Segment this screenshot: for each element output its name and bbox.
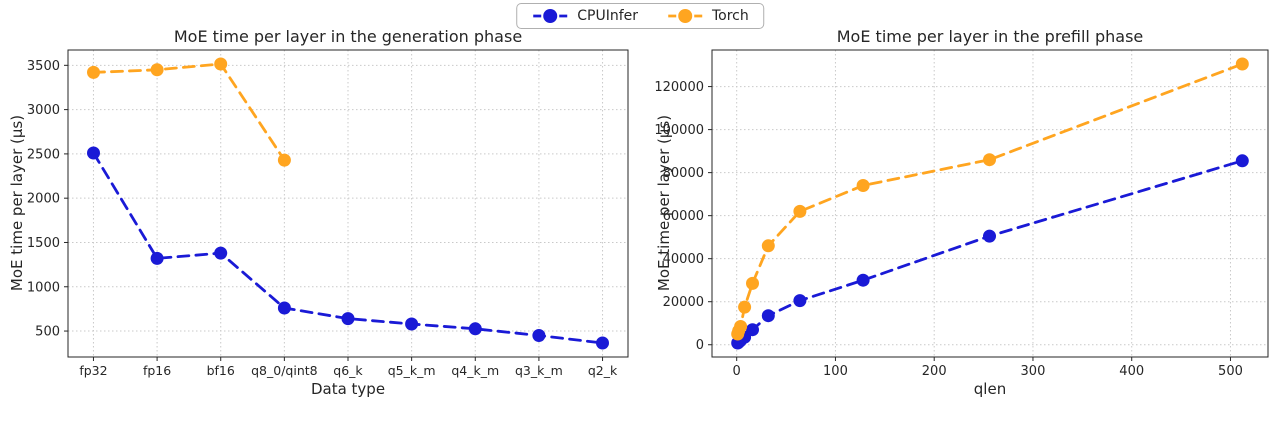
prefill-chart-plot: 0 100 200 300 400 500 0 20000 40000 60000 80000 100… xyxy=(654,49,1269,379)
svg-text:300: 300 xyxy=(1021,364,1046,379)
svg-text:500: 500 xyxy=(35,325,60,340)
svg-text:3000: 3000 xyxy=(27,103,60,118)
generation-chart-title: MoE time per layer in the generation pha… xyxy=(173,27,523,46)
svg-text:60000: 60000 xyxy=(663,209,704,224)
svg-text:q8_0/qint8: q8_0/qint8 xyxy=(251,363,318,378)
svg-text:q5_k_m: q5_k_m xyxy=(388,363,436,378)
svg-text:q2_k: q2_k xyxy=(588,363,618,378)
svg-text:fp16: fp16 xyxy=(143,363,171,378)
prefill-chart: 0 100 200 300 400 500 0 20000 40000 60000 80000 100… xyxy=(650,0,1280,426)
prefill-chart-title: MoE time per layer in the prefill phase xyxy=(836,27,1144,46)
svg-text:500: 500 xyxy=(1218,364,1243,379)
svg-text:400: 400 xyxy=(1119,364,1144,379)
svg-text:200: 200 xyxy=(922,364,947,379)
svg-text:3500: 3500 xyxy=(27,59,60,74)
legend-label-torch: Torch xyxy=(712,8,749,24)
generation-y-axis-label: MoE time per layer (µs) xyxy=(8,114,26,292)
svg-text:20000: 20000 xyxy=(663,295,704,310)
svg-text:0: 0 xyxy=(696,338,704,353)
svg-text:fp32: fp32 xyxy=(79,363,107,378)
torch-line-marker-icon xyxy=(668,9,702,23)
svg-text:q3_k_m: q3_k_m xyxy=(515,363,563,378)
svg-text:120000: 120000 xyxy=(654,80,704,95)
svg-text:2000: 2000 xyxy=(27,192,60,207)
legend: CPUInfer Torch xyxy=(516,3,764,29)
svg-text:40000: 40000 xyxy=(663,252,704,267)
svg-text:2500: 2500 xyxy=(27,147,60,162)
svg-text:1500: 1500 xyxy=(27,236,60,251)
svg-text:q6_k: q6_k xyxy=(333,363,363,378)
legend-item-torch: Torch xyxy=(666,8,749,24)
svg-text:100: 100 xyxy=(823,364,848,379)
prefill-y-axis-label: MoE time per layer (µs) xyxy=(655,114,673,292)
svg-text:bf16: bf16 xyxy=(207,363,235,378)
generation-chart: fp32 fp16 bf16 q8_0/qint8 q6_k q5_k_m q4_k_m q3… xyxy=(8,27,629,398)
generation-chart-plot: fp32 fp16 bf16 q8_0/qint8 q6_k q5_k_m q4_k_m q3… xyxy=(27,49,629,378)
legend-label-cpuinfer: CPUInfer xyxy=(577,8,638,24)
svg-text:80000: 80000 xyxy=(663,166,704,181)
prefill-x-axis-label: qlen xyxy=(973,380,1007,398)
cpuinfer-line-marker-icon xyxy=(533,9,568,23)
svg-text:1000: 1000 xyxy=(27,280,60,295)
svg-text:q4_k_m: q4_k_m xyxy=(451,363,499,378)
generation-x-axis-label: Data type xyxy=(310,380,386,398)
legend-item-cpuinfer: CPUInfer xyxy=(531,8,638,24)
svg-text:0: 0 xyxy=(733,364,741,379)
svg-text:100000: 100000 xyxy=(654,123,704,138)
